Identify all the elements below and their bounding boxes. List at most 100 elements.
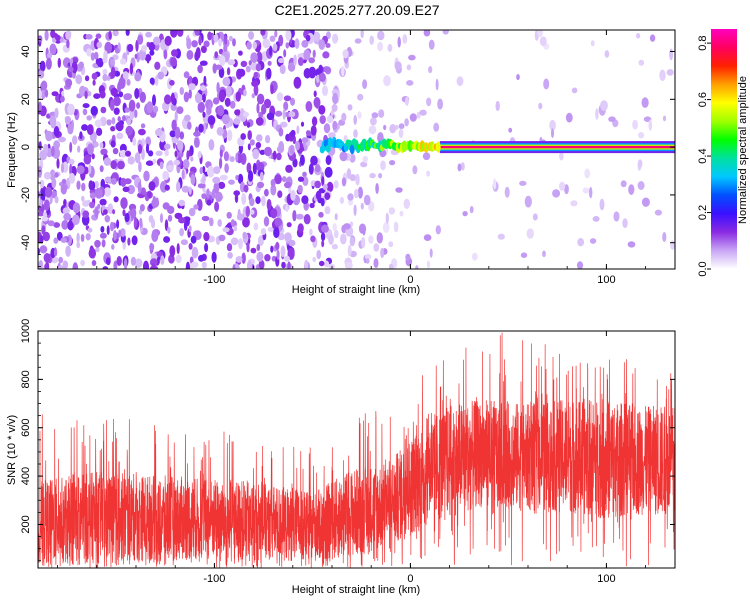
spectrogram-cell <box>422 152 431 161</box>
spectrogram-cell <box>116 256 122 266</box>
snr-series-line <box>38 332 675 568</box>
spectrogram-cell <box>306 131 312 137</box>
spectrogram-cell <box>155 128 163 137</box>
spectrogram-cell <box>380 160 386 171</box>
spectrogram-cell <box>232 264 236 269</box>
colorbar-bar <box>711 29 737 269</box>
spectrogram-cell <box>324 166 333 178</box>
spectrogram-cell <box>638 132 645 139</box>
spectrogram-cell <box>45 57 52 70</box>
spectrogram-cell <box>72 135 78 145</box>
spectrogram-cell <box>389 160 396 166</box>
spectrogram-cell <box>186 150 190 161</box>
spectrogram-cell <box>257 235 264 247</box>
spectrogram-cell <box>67 220 74 231</box>
spectrogram-cell <box>377 30 385 41</box>
spectrogram-cell <box>339 151 348 162</box>
spectrogram-cell <box>256 51 263 64</box>
spectrogram-cell <box>258 259 265 269</box>
spectrogram-cell <box>188 207 196 217</box>
spectrogram-x-ticks: -100 0 100 <box>57 30 646 286</box>
spectrogram-cell <box>88 247 97 259</box>
spectrogram-cell <box>376 232 383 244</box>
spectrogram-cell <box>69 163 73 176</box>
spectrogram-cell <box>320 232 326 242</box>
spectrogram-cell <box>237 173 244 184</box>
spectrogram-cell <box>120 197 128 210</box>
spectrogram-cell <box>113 230 117 241</box>
spectrogram-cell <box>281 176 287 183</box>
snr-y-tick-label: 800 <box>20 370 32 388</box>
spectrogram-cell <box>324 192 331 200</box>
spectrogram-cell <box>303 68 311 79</box>
spectrogram-cell <box>80 234 85 242</box>
spectrogram-cell <box>285 164 293 173</box>
spectrogram-cell <box>368 125 377 135</box>
spectrogram-cell <box>549 119 556 131</box>
spectrogram-cell <box>39 150 47 161</box>
spectrogram-cell <box>398 128 404 138</box>
spectrogram-cell <box>388 207 396 215</box>
spectrogram-cell <box>259 171 264 181</box>
spectrogram-cell <box>246 241 250 253</box>
spectrogram-cell <box>87 143 94 156</box>
spectrogram-cell <box>241 252 246 264</box>
spectrogram-cell <box>72 214 80 226</box>
colorbar: 0.0 0.2 0.4 0.6 0.8 Normalized spectral ampl… <box>697 29 749 277</box>
spectrogram-cell <box>227 252 233 259</box>
spectrogram-cell <box>216 126 224 136</box>
spectrogram-cell <box>272 43 278 52</box>
spectrogram-y-ticks: -40 -20 0 20 40 <box>20 39 675 268</box>
spectrogram-cell <box>360 161 368 168</box>
spectrogram-cell <box>249 197 255 207</box>
spectrogram-cell <box>133 109 138 118</box>
spectrogram-cell <box>84 90 88 100</box>
spectrogram-cell <box>214 201 220 212</box>
spectrogram-cell <box>171 49 178 57</box>
spectrogram-cell <box>80 259 85 267</box>
spectrogram-cell <box>322 66 331 73</box>
spectrogram-cell <box>183 220 188 231</box>
spectrogram-cell <box>99 165 104 173</box>
spectrogram-cell <box>462 211 468 217</box>
spectrogram-cell <box>39 179 45 189</box>
spectrogram-cell <box>95 58 101 65</box>
spectrogram-cell <box>310 155 318 166</box>
spectrogram-cell <box>143 170 150 182</box>
spectrogram-cell <box>264 188 269 197</box>
spectrogram-cell <box>110 126 116 132</box>
spectrogram-cell <box>134 258 143 269</box>
spectrogram-cell <box>669 48 674 61</box>
spectrogram-cell <box>520 252 528 258</box>
spectrogram-cell <box>339 196 344 204</box>
spectrogram-cell <box>191 40 198 48</box>
spectrogram-cell <box>287 261 291 269</box>
spectrogram-cell <box>315 190 322 201</box>
spectrogram-cell <box>255 134 263 142</box>
spectrogram-cell <box>139 204 145 212</box>
spectrogram-cell <box>60 162 65 174</box>
spectrogram-cell <box>280 121 288 128</box>
spectrogram-cell <box>333 180 339 189</box>
spectrogram-cell <box>570 200 578 207</box>
spectrogram-cell <box>223 44 228 53</box>
spectrogram-cell <box>666 69 674 76</box>
spectrogram-cell <box>43 199 50 211</box>
spectrogram-cell <box>151 230 159 242</box>
spectrogram-cell <box>135 39 139 52</box>
spectrogram-cell <box>253 71 258 79</box>
spectrogram-cell <box>289 144 295 155</box>
spectrogram-cell <box>181 185 190 193</box>
spectrogram-cell <box>83 166 89 175</box>
spectrogram-cell <box>397 36 401 48</box>
spectrogram-cell <box>332 223 337 232</box>
spectrogram-cell <box>303 214 311 225</box>
spectrogram-cell <box>102 73 108 82</box>
spectrogram-cell <box>670 240 675 250</box>
spectrogram-cell <box>394 61 402 71</box>
spectrogram-cell <box>293 76 302 89</box>
spectrogram-cell <box>378 173 383 179</box>
colorbar-tick-label: 0.6 <box>697 92 709 107</box>
spectrogram-cell <box>369 173 376 179</box>
spectrogram-cell <box>61 153 69 166</box>
